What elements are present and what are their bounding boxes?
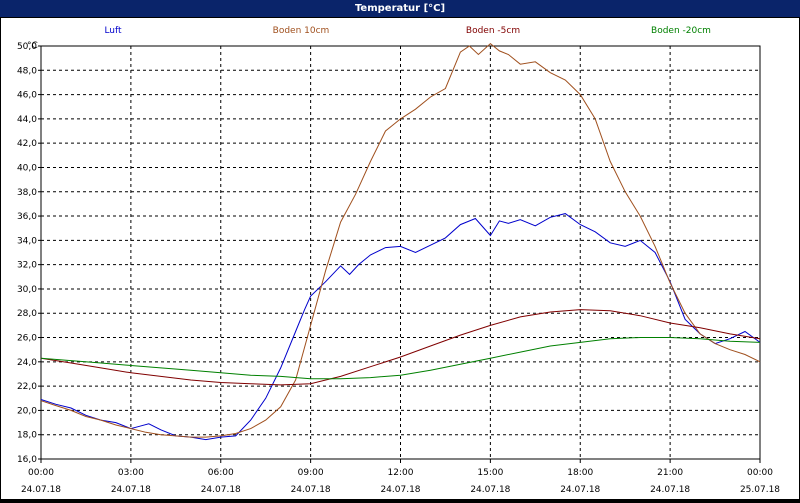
axes: 16,0 18,0 20,0 22,0 24,0 26,0 28,0 30,0 32,0 34,0… (17, 42, 780, 495)
y-tick-label: 48,0 (17, 66, 37, 76)
x-tick-label-date: 24.07.18 (560, 485, 600, 495)
legend-entry: Luft (104, 26, 122, 36)
y-tick-label: 50,0 (17, 42, 37, 52)
y-tick-label: 28,0 (17, 309, 37, 319)
window-title: Temperatur [°C] (0, 0, 800, 17)
x-tick-label-time: 09:00 (298, 468, 324, 478)
grid (41, 45, 760, 459)
legend-entry: Boden -5cm (466, 26, 520, 36)
x-tick-label-date: 24.07.18 (201, 485, 241, 495)
plot-area: Luft Boden 10cm Boden -5cm Boden -20cm °C 1… (1, 18, 799, 499)
x-tick-label-date: 25.07.18 (740, 485, 780, 495)
y-tick-label: 40,0 (17, 163, 37, 173)
y-axis-unit: °C (27, 41, 38, 51)
legend-entry: Boden 10cm (273, 26, 330, 36)
y-tick-label: 26,0 (17, 334, 37, 344)
x-tick-label-time: 18:00 (567, 468, 593, 478)
y-tick-label: 44,0 (17, 115, 37, 125)
y-tick-label: 46,0 (17, 91, 37, 101)
x-tick-label-time: 12:00 (388, 468, 414, 478)
x-tick-label-time: 00:00 (747, 468, 773, 478)
x-tick-label-time: 15:00 (477, 468, 503, 478)
y-tick-label: 20,0 (17, 406, 37, 416)
y-tick-label: 38,0 (17, 188, 37, 198)
x-tick-label-date: 24.07.18 (21, 485, 61, 495)
series-line (40, 42, 761, 438)
x-tick-label-time: 06:00 (208, 468, 234, 478)
series-line (40, 337, 761, 380)
y-tick-label: 32,0 (17, 261, 37, 271)
x-tick-label-time: 21:00 (657, 468, 683, 478)
y-tick-label: 22,0 (17, 382, 37, 392)
x-tick-label-date: 24.07.18 (650, 485, 690, 495)
x-tick-label-time: 03:00 (118, 468, 144, 478)
y-tick-label: 24,0 (17, 358, 37, 368)
y-tick-label: 42,0 (17, 139, 37, 149)
legend-entry: Boden -20cm (651, 26, 711, 36)
x-tick-label-date: 24.07.18 (470, 485, 510, 495)
y-tick-label: 36,0 (17, 212, 37, 222)
x-tick-label-date: 24.07.18 (111, 485, 151, 495)
series-line (40, 309, 761, 386)
series-lines (40, 42, 761, 441)
x-tick-label-time: 00:00 (28, 468, 54, 478)
x-tick-label-date: 24.07.18 (380, 485, 420, 495)
y-tick-label: 34,0 (17, 236, 37, 246)
y-tick-label: 30,0 (17, 285, 37, 295)
y-tick-label: 16,0 (17, 455, 37, 465)
temperature-chart: Luft Boden 10cm Boden -5cm Boden -20cm °C 1… (17, 26, 780, 495)
y-tick-label: 18,0 (17, 431, 37, 441)
x-tick-label-date: 24.07.18 (291, 485, 331, 495)
series-line (40, 213, 761, 441)
legend: Luft Boden 10cm Boden -5cm Boden -20cm (104, 26, 711, 36)
